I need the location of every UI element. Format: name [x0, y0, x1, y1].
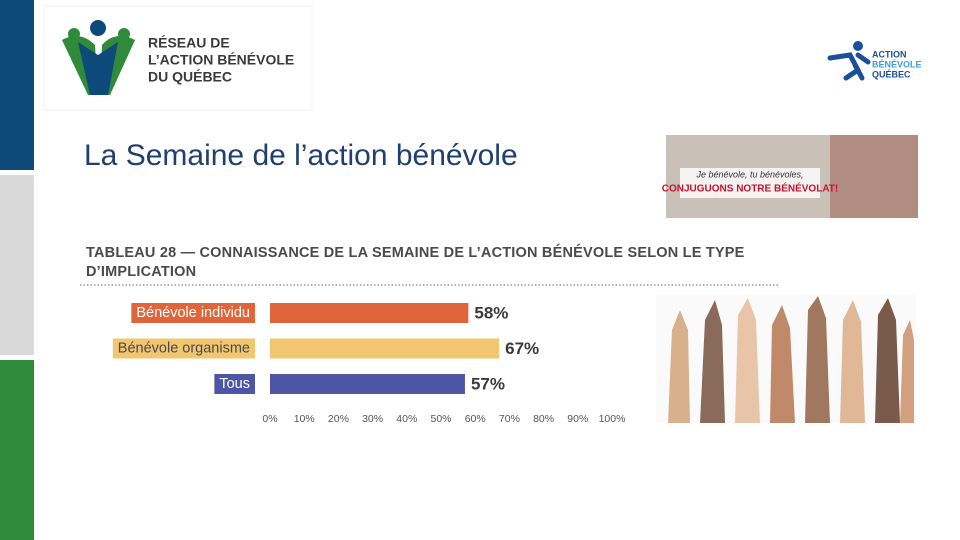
- category-box: [214, 374, 255, 394]
- logo-text: RÉSEAU DE: [148, 35, 230, 51]
- data-label: 57%: [471, 374, 505, 393]
- right-logo-text: QUÉBEC: [872, 69, 911, 79]
- data-label: 67%: [505, 339, 539, 358]
- stripe: [0, 360, 34, 540]
- right-logo-icon: [827, 41, 871, 81]
- x-tick-label: 0%: [262, 413, 277, 425]
- category-label: Bénévole organisme: [118, 340, 250, 356]
- x-tick-label: 50%: [430, 413, 451, 425]
- hands-image: [656, 295, 916, 423]
- poster-tagline: Je bénévole, tu bénévoles,: [695, 169, 803, 179]
- x-tick-label: 10%: [294, 413, 315, 425]
- chart-title: TABLEAU 28 — CONNAISSANCE DE LA SEMAINE …: [86, 245, 745, 280]
- logo-text: L’ACTION BÉNÉVOLE: [148, 52, 294, 68]
- logo-icon: [62, 20, 135, 95]
- stripe: [0, 175, 34, 355]
- x-tick-label: 70%: [499, 413, 520, 425]
- x-tick-label: 100%: [599, 413, 626, 425]
- logo-text: DU QUÉBEC: [148, 69, 232, 85]
- x-tick-label: 80%: [533, 413, 554, 425]
- category-label: Bénévole individu: [136, 305, 250, 321]
- x-tick-label: 90%: [567, 413, 588, 425]
- bar: [270, 338, 500, 359]
- x-tick-label: 30%: [362, 413, 383, 425]
- category-box: [112, 338, 255, 359]
- slide-title: La Semaine de l’action bénévole: [84, 139, 518, 172]
- poster-headline: CONJUGUONS NOTRE BÉNÉVOLAT!: [662, 182, 839, 195]
- bar: [270, 374, 465, 394]
- data-label: 58%: [474, 303, 508, 322]
- x-tick-label: 40%: [396, 413, 417, 425]
- poster: [666, 135, 918, 218]
- right-logo-text: BÉNÉVOLE: [872, 59, 922, 69]
- stripe: [0, 0, 34, 170]
- category-label: Tous: [219, 376, 250, 392]
- right-logo-text: ACTION: [872, 49, 907, 59]
- bar: [270, 303, 469, 323]
- x-tick-label: 60%: [465, 413, 486, 425]
- category-box: [131, 303, 255, 323]
- x-tick-label: 20%: [328, 413, 349, 425]
